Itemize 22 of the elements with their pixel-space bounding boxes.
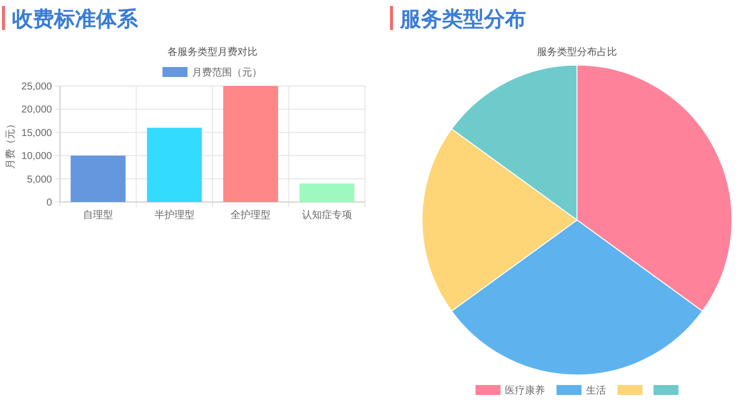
chart-title: 服务类型分布 — [399, 8, 526, 31]
y-axis-title: 月费（元） — [4, 119, 16, 169]
y-tick-label: 10,000 — [21, 151, 52, 162]
bar — [146, 128, 202, 202]
x-tick-label: 自理型 — [83, 209, 114, 221]
bar — [223, 86, 278, 202]
x-tick-label: 全护理型 — [230, 209, 271, 221]
chart-subtitle: 服务类型分布占比 — [537, 46, 617, 58]
x-tick-label: 认知症专项 — [302, 209, 352, 221]
y-tick-label: 15,000 — [21, 128, 52, 139]
bar — [299, 183, 354, 202]
y-tick-label: 0 — [46, 198, 52, 208]
chart-title: 收费标准体系 — [12, 8, 139, 31]
y-tick-label: 5,000 — [26, 174, 52, 186]
y-tick-label: 20,000 — [21, 104, 52, 116]
legend-label: 生活 — [586, 384, 606, 396]
legend-label: 医疗康养 — [505, 384, 545, 396]
chart-subtitle: 各服务类型月费对比 — [168, 46, 258, 58]
y-tick-label: 25,000 — [21, 82, 52, 92]
bar — [70, 156, 126, 202]
x-tick-label: 半护理型 — [154, 209, 194, 221]
legend-label: 月费范围（元） — [192, 66, 262, 78]
